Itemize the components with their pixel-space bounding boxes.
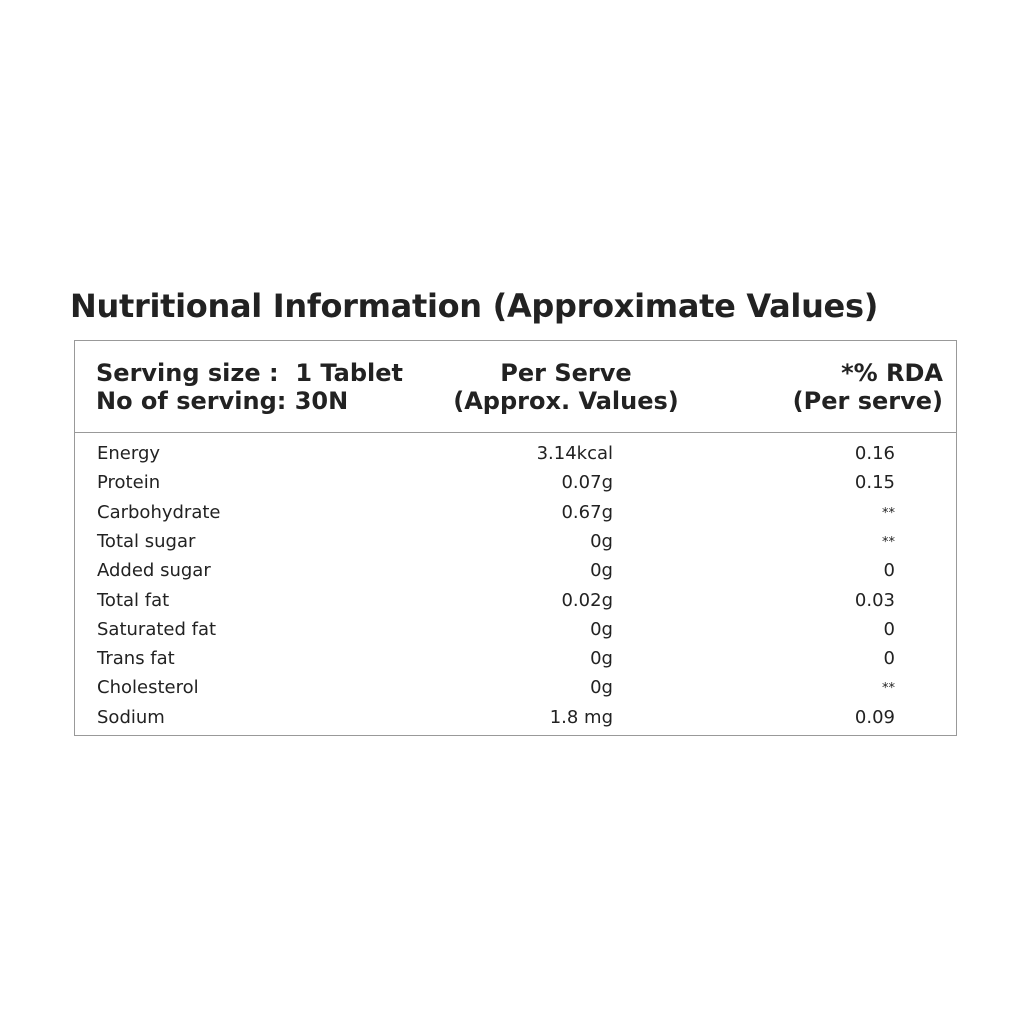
nutrient-name: Saturated fat — [97, 618, 217, 640]
column-header: (Approx. Values) — [453, 387, 679, 415]
nutrient-name: Cholesterol — [97, 677, 199, 699]
rda-value: 0 — [883, 560, 895, 582]
nutrient-name: Added sugar — [97, 560, 211, 582]
column-header: No of serving: 30N — [96, 387, 349, 415]
column-header: Per Serve — [500, 359, 632, 387]
per-serve-value: 0g — [590, 560, 613, 582]
per-serve-value: 0g — [590, 677, 613, 699]
nutrient-name: Trans fat — [97, 648, 175, 670]
per-serve-value: 0g — [590, 648, 613, 670]
per-serve-value: 0g — [590, 618, 613, 640]
per-serve-value: 0.67g — [561, 501, 613, 523]
rda-value: ** — [882, 681, 895, 697]
per-serve-value: 0.02g — [561, 589, 613, 611]
rda-value: 0.03 — [854, 589, 895, 611]
rda-value: 0.16 — [854, 443, 895, 464]
column-header: Serving size : 1 Tablet — [96, 359, 403, 387]
column-header: *% RDA — [841, 359, 943, 387]
nutrient-name: Sodium — [97, 706, 165, 728]
table-border — [74, 340, 957, 736]
title: Nutritional Information (Approximate Val… — [70, 287, 879, 325]
nutrient-name: Carbohydrate — [97, 501, 221, 523]
column-header: (Per serve) — [792, 387, 943, 415]
header-separator — [74, 432, 957, 433]
rda-value: 0.09 — [854, 706, 895, 728]
rda-value: 0.15 — [854, 472, 895, 494]
nutrient-name: Total fat — [97, 589, 170, 611]
nutrient-name: Protein — [97, 472, 161, 494]
per-serve-value: 0.07g — [561, 472, 613, 494]
rda-value: 0 — [883, 648, 895, 670]
rda-value: 0 — [883, 618, 895, 640]
per-serve-value: 3.14kcal — [536, 443, 613, 464]
rda-value: ** — [882, 505, 895, 521]
per-serve-value: 0g — [590, 530, 613, 552]
nutrient-name: Energy — [97, 443, 161, 464]
nutrient-name: Total sugar — [97, 530, 196, 552]
per-serve-value: 1.8 mg — [549, 706, 613, 728]
rda-value: ** — [882, 534, 895, 550]
